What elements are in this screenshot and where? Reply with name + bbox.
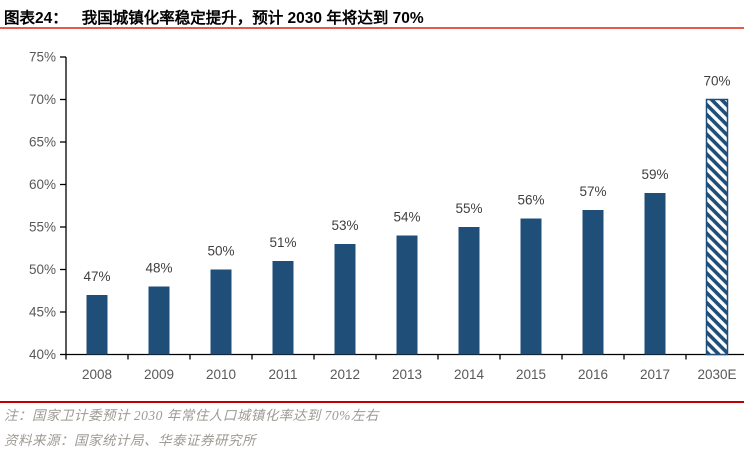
x-tick-label: 2015 bbox=[516, 367, 546, 382]
y-tick-label: 45% bbox=[29, 305, 56, 320]
bar bbox=[210, 269, 232, 355]
bar bbox=[458, 227, 480, 355]
bar-value-label: 57% bbox=[579, 184, 606, 199]
urbanization-bar-chart: 40% 45% 50% 55% 60% 65% 70% 75% 47% 2008 48% 2009 50… bbox=[29, 50, 744, 382]
figure-title: 我国城镇化率稳定提升，预计 2030 年将达到 70% bbox=[81, 10, 424, 27]
x-tick-label: 2010 bbox=[206, 367, 236, 382]
bar-value-label: 55% bbox=[455, 201, 482, 216]
y-tick-label: 55% bbox=[29, 220, 56, 235]
bar-value-label: 48% bbox=[145, 261, 172, 276]
bar-value-label: 51% bbox=[269, 235, 296, 250]
y-tick-label: 40% bbox=[29, 347, 56, 362]
bar bbox=[582, 210, 604, 355]
figure-source: 资料来源：国家统计局、华泰证券研究所 bbox=[4, 433, 256, 448]
title-underline bbox=[0, 27, 744, 29]
bar bbox=[272, 261, 294, 355]
x-tick-label: 2011 bbox=[268, 367, 297, 382]
x-tick-label: 2014 bbox=[454, 367, 485, 382]
figure-header: 图表24： 我国城镇化率稳定提升，预计 2030 年将达到 70% bbox=[0, 0, 744, 27]
bar bbox=[86, 295, 108, 355]
y-tick-label: 50% bbox=[29, 262, 56, 277]
x-tick-label: 2030E bbox=[697, 367, 736, 382]
y-tick-label: 60% bbox=[29, 177, 56, 192]
bar bbox=[644, 193, 666, 355]
bar-value-label: 59% bbox=[641, 167, 668, 182]
bar bbox=[334, 244, 356, 355]
x-tick-label: 2013 bbox=[392, 367, 422, 382]
bar-value-label: 53% bbox=[331, 218, 358, 233]
bar-forecast bbox=[705, 98, 729, 356]
bar bbox=[396, 235, 418, 355]
y-tick-label: 75% bbox=[29, 50, 56, 65]
bar-value-label: 54% bbox=[393, 210, 420, 225]
x-tick-label: 2016 bbox=[578, 367, 608, 382]
y-tick-label: 70% bbox=[29, 92, 56, 107]
figure-note: 注：国家卫计委预计 2030 年常住人口城镇化率达到 70%左右 bbox=[4, 408, 379, 423]
x-tick-label: 2008 bbox=[82, 367, 112, 382]
bar bbox=[148, 286, 170, 355]
bar-value-label: 56% bbox=[517, 193, 544, 208]
bar-value-label: 70% bbox=[703, 74, 730, 89]
x-tick-label: 2017 bbox=[640, 367, 670, 382]
x-tick-label: 2012 bbox=[330, 367, 360, 382]
y-tick-label: 65% bbox=[29, 135, 56, 150]
x-tick-label: 2009 bbox=[144, 367, 174, 382]
bar bbox=[520, 218, 542, 355]
footer-divider bbox=[0, 401, 744, 403]
bar-value-label: 47% bbox=[83, 269, 110, 284]
bar-value-label: 50% bbox=[207, 244, 234, 259]
figure-number-label: 图表24： bbox=[4, 10, 68, 27]
